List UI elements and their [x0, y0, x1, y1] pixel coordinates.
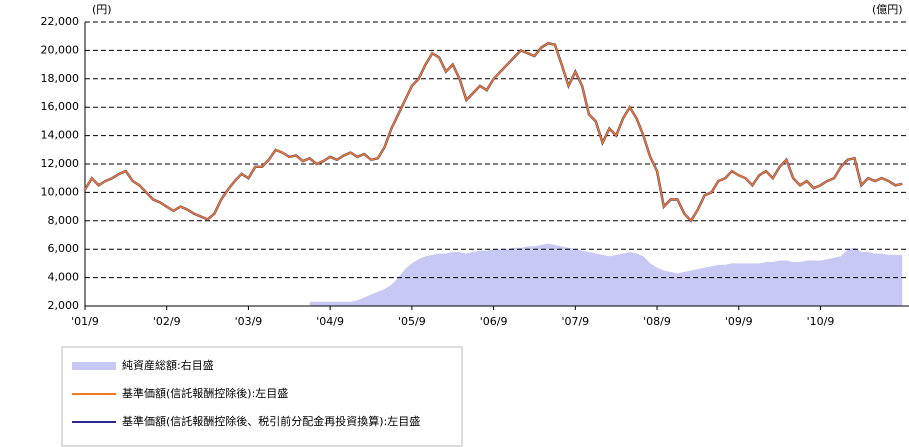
y-tick-label: 12,000	[41, 157, 80, 170]
line	[83, 42, 903, 223]
y-tick-label: 16,000	[41, 100, 80, 113]
y-tick-label: 22,000	[41, 15, 80, 28]
area	[309, 243, 903, 306]
y-tick-label: 2,000	[48, 299, 80, 312]
x-tick-label: '03/9	[235, 315, 263, 328]
x-tick-label: '05/9	[398, 315, 426, 328]
x-tick-label: '10/9	[807, 315, 835, 328]
y-tick-label: 6,000	[48, 242, 80, 255]
y-tick-label: 10,000	[41, 185, 80, 198]
legend-swatch	[72, 362, 116, 370]
x-tick-label: '06/9	[480, 315, 508, 328]
legend-label: 純資産総額:右目盛	[122, 358, 214, 372]
legend-label: 基準価額(信託報酬控除後):左目盛	[122, 386, 288, 400]
x-tick-label: '09/9	[725, 315, 753, 328]
y-unit-label: (円)	[92, 3, 112, 16]
x-tick-label: '07/9	[561, 315, 589, 328]
x-tick-label: '02/9	[153, 315, 181, 328]
y-tick-label: 18,000	[41, 72, 80, 85]
y2-unit-label: (億円)	[872, 3, 903, 16]
x-tick-label: '04/9	[316, 315, 344, 328]
x-tick-label: '08/9	[643, 315, 671, 328]
legend-label: 基準価額(信託報酬控除後、税引前分配金再投資換算):左目盛	[122, 414, 420, 428]
y-tick-label: 20,000	[41, 43, 80, 56]
x-tick-label: '01/9	[71, 315, 99, 328]
line	[84, 42, 903, 223]
legend-box	[61, 346, 463, 447]
y-tick-label: 4,000	[48, 271, 80, 284]
y-tick-label: 8,000	[48, 214, 80, 227]
y-tick-label: 14,000	[41, 129, 80, 142]
